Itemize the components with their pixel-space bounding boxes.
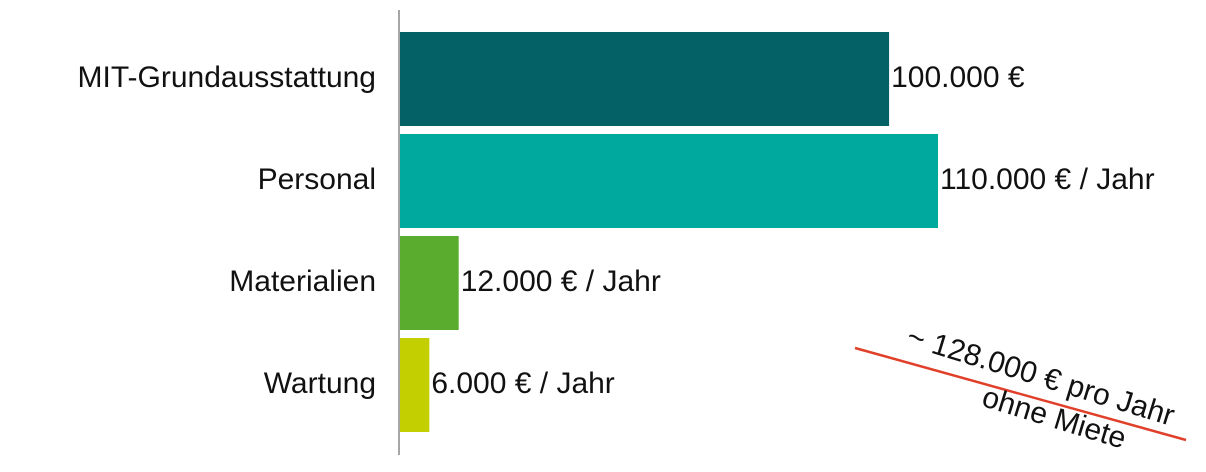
value-label: 12.000 € / Jahr [461, 265, 661, 298]
annotation-line [854, 346, 1187, 442]
category-label: MIT-Grundausstattung [78, 61, 376, 94]
category-label: Wartung [264, 367, 376, 400]
value-label: 6.000 € / Jahr [431, 367, 614, 400]
category-label: Materialien [229, 265, 376, 298]
value-label: 110.000 € / Jahr [940, 163, 1155, 196]
bar [400, 134, 938, 228]
bar [400, 32, 890, 126]
category-label: Personal [258, 163, 376, 196]
value-label: 100.000 € [891, 61, 1025, 94]
bar [400, 338, 430, 432]
bar [400, 236, 459, 330]
